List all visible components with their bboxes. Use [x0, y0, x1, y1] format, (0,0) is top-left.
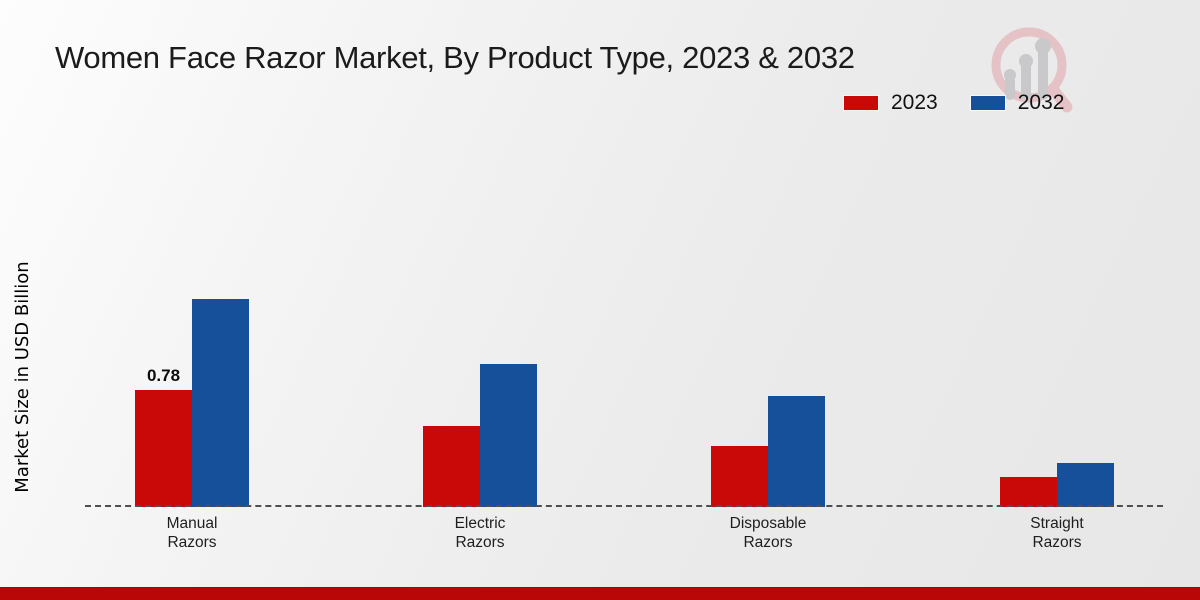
bar-2032-manual-razors: [192, 299, 249, 507]
legend-label-2032: 2032: [1017, 91, 1065, 114]
legend-label-2023: 2023: [891, 91, 938, 114]
category-label-straight-razors: Straight Razors: [1030, 515, 1084, 551]
legend-item-2023: 2023: [843, 91, 938, 115]
bottom-accent-bar: [0, 587, 1200, 600]
magnifier-bar-chart-logo-icon: [988, 22, 1076, 123]
category-label-disposable-razors: Disposable Razors: [729, 515, 807, 551]
legend: 2023 2032: [843, 91, 1064, 115]
bar-2032-disposable-razors: [768, 396, 825, 507]
legend-swatch-2023: [843, 95, 879, 111]
legend-item-2032: 2032: [969, 91, 1065, 115]
category-label-electric-razors: Electric Razors: [454, 515, 506, 551]
chart-title: Women Face Razor Market, By Product Type…: [55, 40, 855, 75]
bar-2032-straight-razors: [1057, 463, 1114, 507]
bar-2023-manual-razors: [135, 390, 192, 507]
category-label-manual-razors: Manual Razors: [166, 515, 218, 551]
bar-value-label-2023-manual-razors: 0.78: [146, 366, 181, 385]
bar-2023-electric-razors: [423, 426, 480, 507]
bar-2032-electric-razors: [480, 364, 537, 507]
y-axis-label: Market Size in USD Billion: [12, 261, 33, 493]
legend-swatch-2032: [969, 95, 1006, 111]
bar-2023-straight-razors: [1000, 477, 1057, 507]
x-axis-baseline: [85, 505, 1163, 507]
bar-2023-disposable-razors: [711, 446, 768, 507]
